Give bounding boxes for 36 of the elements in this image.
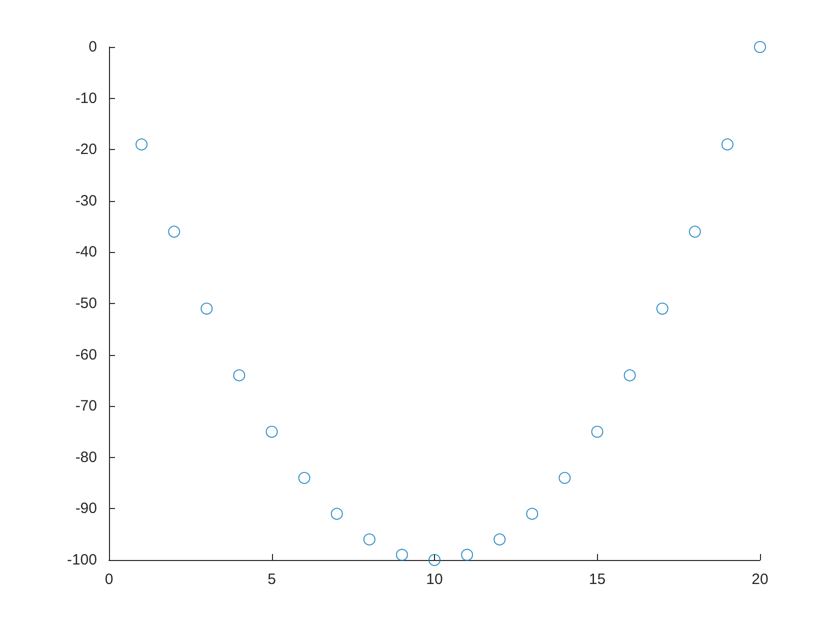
point bbox=[168, 226, 180, 238]
y-tick-label: -30 bbox=[75, 192, 97, 210]
point bbox=[233, 369, 246, 382]
y-tick-label: -90 bbox=[75, 500, 97, 518]
y-tick-label: -50 bbox=[75, 295, 97, 312]
point bbox=[591, 426, 604, 438]
y-tick-label: -60 bbox=[75, 346, 97, 364]
point bbox=[428, 554, 440, 566]
x-tick-label: 15 bbox=[588, 571, 606, 588]
point bbox=[624, 369, 636, 382]
point bbox=[754, 41, 766, 53]
x-tick-label: 0 bbox=[104, 571, 114, 588]
point bbox=[526, 508, 538, 520]
point bbox=[461, 548, 474, 561]
x-tick-label: 5 bbox=[268, 571, 276, 588]
y-tick-label: -70 bbox=[75, 398, 97, 415]
point bbox=[200, 302, 213, 315]
y-tick-label: -80 bbox=[75, 448, 97, 466]
y-tick-label: -40 bbox=[75, 244, 97, 261]
x-tick-label: 20 bbox=[752, 571, 768, 588]
point bbox=[494, 533, 506, 546]
y-tick-label: 0 bbox=[88, 38, 97, 56]
x-tick-label: 10 bbox=[426, 571, 443, 588]
point bbox=[688, 226, 701, 238]
point bbox=[558, 472, 571, 484]
y-tick-label: -10 bbox=[75, 90, 97, 107]
point bbox=[656, 302, 668, 315]
point bbox=[330, 508, 343, 520]
y-tick-label: -100 bbox=[66, 552, 97, 568]
point bbox=[396, 548, 408, 561]
point bbox=[266, 426, 278, 438]
point bbox=[721, 138, 734, 150]
y-tick-label: -20 bbox=[75, 141, 97, 158]
point bbox=[298, 472, 310, 484]
point bbox=[136, 138, 148, 150]
point bbox=[363, 533, 376, 546]
